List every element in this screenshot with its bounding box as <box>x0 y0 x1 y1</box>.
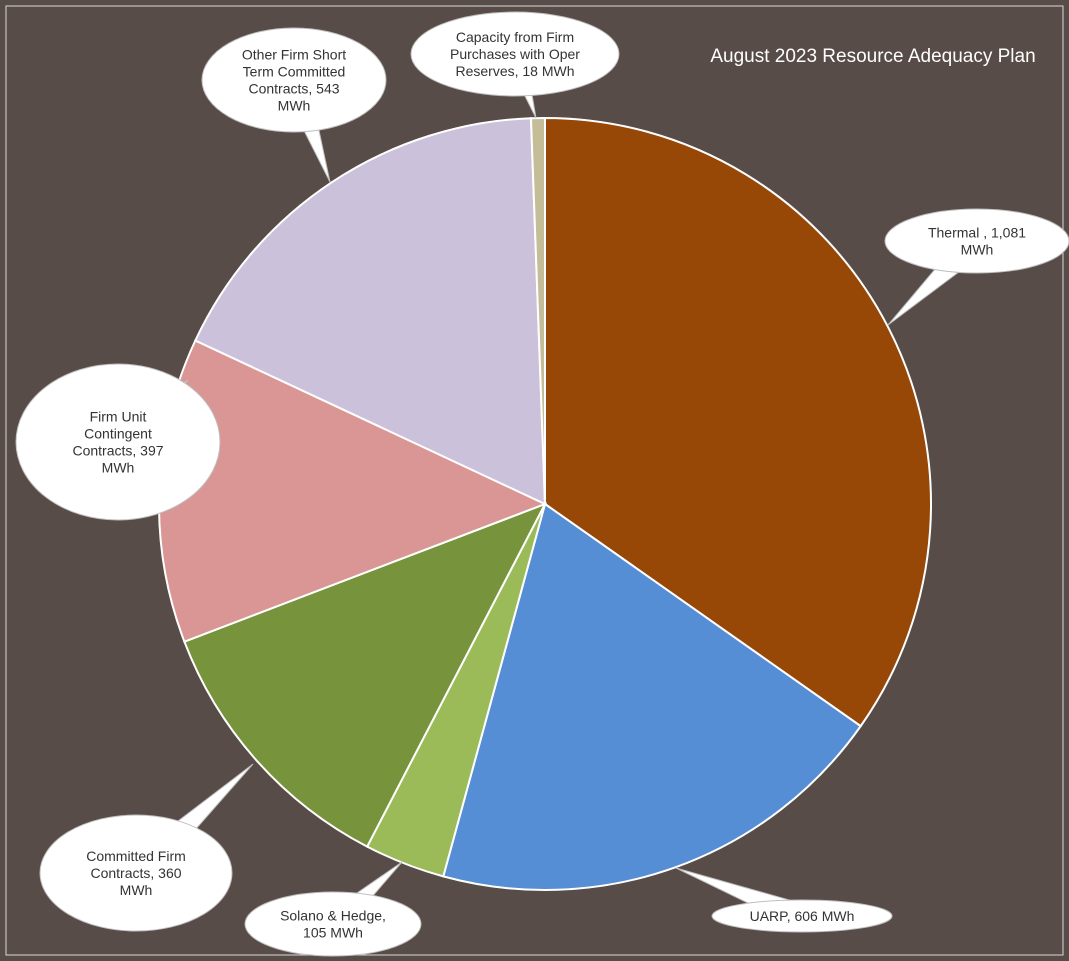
pie-slice-other-firm-short-term-committed-contracts <box>194 117 547 506</box>
data-label-line: MWh <box>102 460 135 476</box>
data-label-line: Contingent <box>84 426 152 442</box>
data-label-line: Reserves, 18 MWh <box>455 63 574 79</box>
data-label-line: Capacity from Firm <box>456 29 574 45</box>
data-label-line: MWh <box>120 882 153 898</box>
data-label-line: Purchases with Oper <box>450 46 580 62</box>
data-label-line: Term Committed <box>243 64 346 80</box>
data-label-line: Contracts, 360 <box>90 865 181 881</box>
callout-bubble-fill <box>886 210 1068 272</box>
callout-bubble-fill <box>17 365 219 519</box>
data-label-capacity-from-firm-purchases-with-oper-reserves: Capacity from Firm Purchases with Oper Res… <box>410 11 620 119</box>
callout-bubble-fill <box>41 816 231 930</box>
pie-slice-capacity-from-firm-purchases-with-oper-reserves <box>529 116 546 505</box>
data-label-text: Other Firm Short Term Committed Contracts,… <box>242 47 346 114</box>
data-label-thermal: Thermal , 1,081 MWh <box>884 208 1069 326</box>
chart-area-border <box>5 5 1064 956</box>
data-label-text: Firm Unit Contingent Contracts, 397 MWh <box>72 409 163 476</box>
data-label-text: Thermal , 1,081 MWh <box>928 225 1026 258</box>
callout-bubble-fill <box>412 13 618 95</box>
data-label-line: Other Firm Short <box>242 47 346 63</box>
data-label-line: Firm Unit <box>90 409 147 425</box>
chart-title: August 2023 Resource Adequacy Plan <box>710 46 1035 67</box>
data-label-line: 105 MWh <box>303 925 363 941</box>
data-label-line: MWh <box>278 98 311 114</box>
data-label-text: Capacity from Firm Purchases with Oper Res… <box>450 29 580 79</box>
data-label-other-firm-short-term-committed-contracts: Other Firm Short Term Committed Contracts,… <box>201 27 387 183</box>
data-label-line: MWh <box>961 242 994 258</box>
callout-bubble-fill <box>713 901 891 931</box>
data-label-line: Contracts, 543 <box>248 81 339 97</box>
data-label-line: Contracts, 397 <box>72 443 163 459</box>
data-label-text: Solano & Hedge, 105 MWh <box>280 908 386 941</box>
data-label-uarp: UARP, 606 MWh <box>675 867 893 933</box>
callout-bubble-fill <box>246 893 420 955</box>
data-label-line: Thermal , 1,081 <box>928 225 1026 241</box>
data-label-firm-unit-contingent-contracts: Firm Unit Contingent Contracts, 397 MWh <box>15 363 221 521</box>
data-label-committed-firm-contracts: Committed Firm Contracts, 360 MWh <box>39 763 254 932</box>
pie-slice-committed-firm-contracts <box>183 502 548 848</box>
data-label-line: UARP, 606 MWh <box>750 908 855 924</box>
pie-slices <box>158 116 932 891</box>
pie-slice-thermal <box>544 116 932 728</box>
data-label-solano-hedge: Solano & Hedge, 105 MWh <box>244 861 422 957</box>
data-label-text: Committed Firm Contracts, 360 MWh <box>86 848 186 898</box>
pie-slice-uarp <box>442 502 863 891</box>
data-label-line: Solano & Hedge, <box>280 908 386 924</box>
data-label-line: Committed Firm <box>86 848 186 864</box>
callout-bubble-fill <box>203 29 385 131</box>
data-label-text: UARP, 606 MWh <box>750 908 855 924</box>
